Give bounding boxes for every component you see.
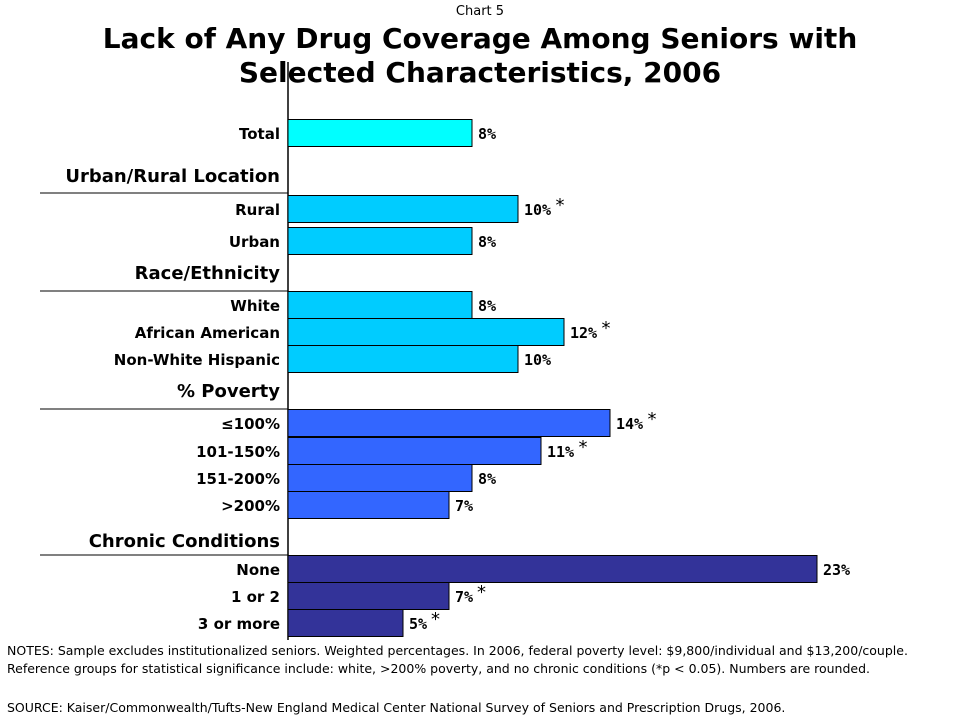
category-label: Rural	[235, 201, 280, 219]
bar	[287, 464, 473, 492]
chart-title: Lack of Any Drug Coverage Among Seniors …	[102, 22, 858, 89]
value-label: 14%	[616, 415, 643, 433]
value-label: 12%	[570, 324, 597, 342]
bar	[287, 582, 450, 610]
bar	[287, 227, 473, 255]
value-label: 10%	[524, 201, 551, 219]
group-heading: Chronic Conditions	[89, 531, 280, 552]
category-label: None	[236, 561, 280, 579]
group-heading: Urban/Rural Location	[65, 166, 280, 187]
value-label: 10%	[524, 351, 551, 369]
bar	[287, 318, 565, 346]
significance-marker: *	[477, 582, 486, 603]
value-label: 8%	[478, 125, 496, 143]
significance-marker: *	[556, 195, 565, 216]
category-label: White	[230, 297, 280, 315]
group-heading: Race/Ethnicity	[135, 263, 281, 284]
chart-label: Chart 5	[455, 4, 505, 19]
bar	[287, 345, 519, 373]
value-label: 23%	[823, 561, 850, 579]
category-label: 101-150%	[196, 443, 280, 461]
value-label: 7%	[455, 588, 473, 606]
category-label: >200%	[221, 497, 280, 515]
category-label: ≤100%	[221, 415, 280, 433]
bar	[287, 437, 542, 465]
value-label: 11%	[547, 443, 574, 461]
bar	[287, 409, 611, 437]
bar-chart: Total 8% Urban/Rural Location Rural 10% * Urba…	[40, 62, 850, 640]
significance-marker: *	[431, 609, 440, 630]
significance-marker: *	[602, 318, 611, 339]
group-heading: % Poverty	[177, 381, 280, 402]
bar	[287, 291, 473, 319]
category-label: Total	[239, 125, 280, 143]
value-label: 8%	[478, 470, 496, 488]
significance-marker: *	[648, 409, 657, 430]
value-label: 8%	[478, 297, 496, 315]
bar	[287, 491, 450, 519]
bar	[287, 555, 818, 583]
bar	[287, 119, 473, 147]
value-label: 5%	[409, 615, 427, 633]
bar	[287, 195, 519, 223]
bar	[287, 609, 404, 637]
notes-text: NOTES: Sample excludes institutionalized…	[7, 643, 908, 676]
category-label: 3 or more	[198, 615, 280, 633]
source-text: SOURCE: Kaiser/Commonwealth/Tufts-New En…	[7, 700, 786, 715]
significance-marker: *	[579, 437, 588, 458]
category-label: 1 or 2	[231, 588, 280, 606]
value-label: 7%	[455, 497, 473, 515]
category-label: 151-200%	[196, 470, 280, 488]
value-label: 8%	[478, 233, 496, 251]
category-label: African American	[135, 324, 280, 342]
category-label: Urban	[229, 233, 280, 251]
category-label: Non-White Hispanic	[114, 351, 280, 369]
